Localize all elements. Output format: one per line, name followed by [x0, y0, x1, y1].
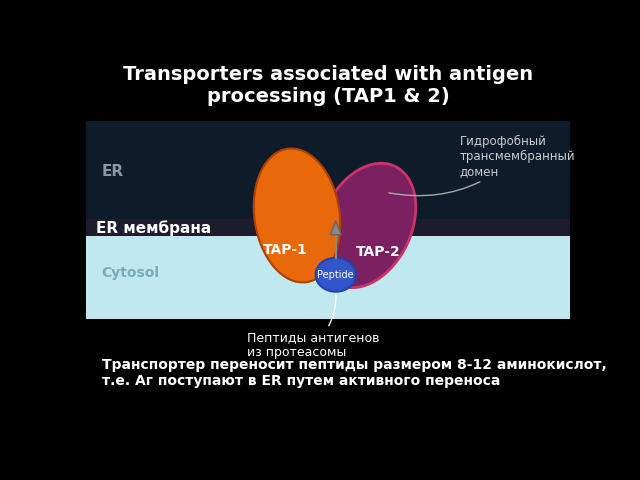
- Text: TAP-2: TAP-2: [356, 245, 401, 259]
- Text: ER мембрана: ER мембрана: [95, 220, 211, 236]
- Text: Транспортер переносит пептиды размером 8-12 аминокислот,
т.е. Аг поступают в ER : Транспортер переносит пептиды размером 8…: [102, 358, 607, 388]
- Text: ER: ER: [102, 164, 124, 179]
- Bar: [86, 219, 570, 236]
- Text: Peptide: Peptide: [317, 270, 354, 280]
- Polygon shape: [330, 221, 341, 235]
- Text: Пептиды антигенов
из протеасомы: Пептиды антигенов из протеасомы: [246, 294, 379, 359]
- Ellipse shape: [316, 258, 356, 292]
- Bar: [86, 236, 570, 319]
- Text: Гидрофобный
трансмембранный
домен: Гидрофобный трансмембранный домен: [389, 134, 575, 196]
- Ellipse shape: [253, 148, 340, 282]
- Text: Cytosol: Cytosol: [102, 266, 160, 280]
- Bar: [86, 121, 570, 219]
- Ellipse shape: [317, 163, 416, 288]
- Text: TAP-1: TAP-1: [263, 243, 308, 257]
- Text: Transporters associated with antigen
processing (TAP1 & 2): Transporters associated with antigen pro…: [123, 65, 533, 106]
